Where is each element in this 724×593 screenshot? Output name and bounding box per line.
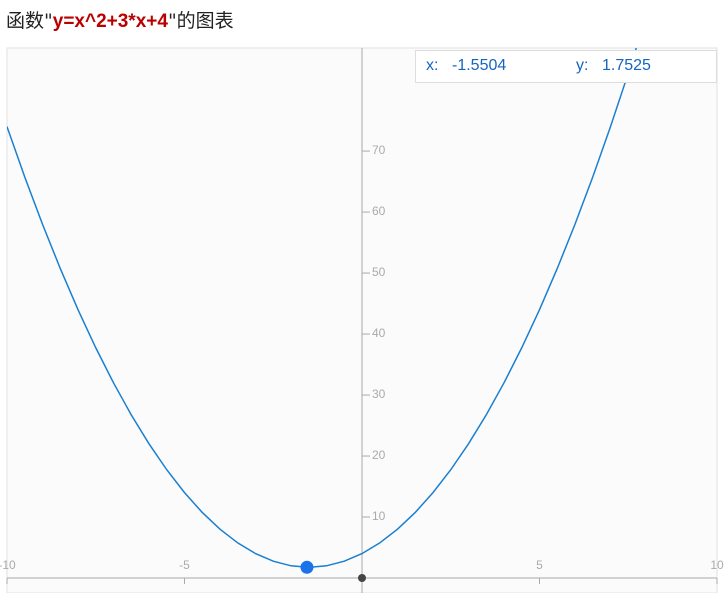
hover-point [300,560,314,574]
x-tick-label: -5 [179,558,190,572]
origin-dot [358,573,366,582]
tooltip: x: -1.5504 y: 1.7525 [415,50,717,83]
y-tick-label: 50 [372,265,386,279]
y-tick-label: 70 [372,143,386,157]
x-label: x: [426,57,439,74]
y-tick-label: 10 [372,509,386,523]
x-tick-label: 5 [536,558,543,572]
formula: y=x^2+3*x+4 [52,11,168,32]
y-tick-label: 40 [372,326,386,340]
title-suffix: "的图表 [167,10,234,32]
curve [7,48,637,569]
y-tick-label: 20 [372,448,386,462]
title: 函数"y=x^2+3*x+4"的图表 [6,6,234,33]
y-label: y: [576,57,589,74]
y-tick-label: 60 [372,204,386,218]
y-tick-label: 30 [372,387,386,401]
y-value: 1.7525 [602,57,651,74]
title-prefix: 函数" [6,10,53,32]
x-tick-label: -10 [0,558,16,572]
x-tick-label: 10 [710,558,724,572]
x-value: -1.5504 [452,57,507,74]
